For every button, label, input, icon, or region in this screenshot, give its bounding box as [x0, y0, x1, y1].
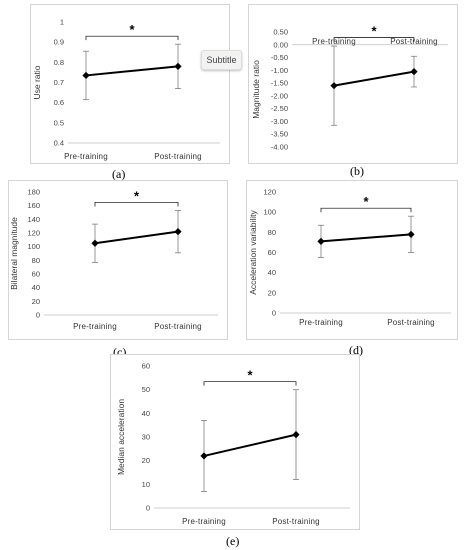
data-point [330, 82, 338, 90]
y-tick-label: 0 [36, 311, 40, 320]
data-point [82, 71, 90, 80]
y-tick-label: 1 [60, 18, 64, 27]
category-label: Pre-training [299, 318, 343, 327]
y-tick-label: 40 [142, 409, 150, 418]
data-point [317, 237, 325, 246]
y-tick-label: 60 [32, 270, 40, 279]
y-tick-label: 100 [263, 208, 276, 217]
y-tick-label: -1.00 [271, 66, 288, 75]
significance-bracket [94, 202, 179, 207]
data-point [410, 68, 418, 76]
category-label: Post-training [154, 152, 202, 161]
y-tick-label: -0.50 [271, 53, 288, 62]
y-tick-label: 60 [268, 248, 276, 257]
data-point [174, 228, 182, 236]
category-label: Pre-training [182, 517, 226, 526]
category-label: Post-training [387, 318, 435, 327]
y-tick-label: 0.50 [273, 28, 288, 37]
chart-e: 0 10 20 30 40 50 60 Median acceleration Pre-trai… [116, 362, 350, 526]
significance-star: * [247, 368, 253, 383]
chart-panel-b: -4.00 -3.50 -3.00 -2.50 -2.00 -1.50 -1.00 -0.50… [248, 4, 458, 164]
significance-star: * [129, 22, 135, 37]
y-axis-label: Use ratio [32, 65, 42, 99]
y-tick-label: 10 [142, 480, 150, 489]
y-tick-label: 20 [268, 288, 276, 297]
series-line [94, 230, 179, 245]
y-tick-label: -1.50 [271, 79, 288, 88]
y-tick-label: 20 [32, 297, 40, 306]
significance-bracket [203, 381, 297, 386]
y-tick-label: 0.5 [54, 118, 64, 127]
y-tick-label: 0 [146, 504, 150, 513]
significance-star: * [371, 24, 377, 39]
chart-c: 0 20 40 60 80 100 120 140 160 180 Bilateral magnit… [9, 188, 218, 331]
y-tick-label: 140 [27, 215, 40, 224]
significance-star: * [134, 188, 140, 203]
y-tick-label: -3.00 [271, 117, 288, 126]
y-tick-label: 80 [32, 256, 40, 265]
y-axis-label: Bilateral magnitude [9, 217, 19, 290]
category-label: Pre-training [64, 152, 108, 161]
y-tick-label: 100 [27, 242, 40, 251]
series-line [203, 433, 297, 457]
y-tick-label: 40 [32, 283, 40, 292]
y-tick-label: -4.00 [271, 143, 288, 152]
caption-d: (d) [349, 343, 363, 357]
significance-star: * [363, 194, 369, 209]
significance-bracket [320, 207, 412, 213]
y-tick-label: 0.8 [54, 58, 64, 67]
y-tick-label: 0.7 [54, 78, 64, 87]
chart-panel-a: 0.4 0.5 0.6 0.7 0.8 0.9 1 Use ratio Pre-training… [30, 4, 230, 164]
y-tick-label: 30 [142, 433, 150, 442]
significance-bracket [85, 35, 179, 41]
chart-frame-a [30, 4, 230, 164]
y-tick-label: 0 [272, 309, 276, 318]
chart-d: 0 20 40 60 80 100 120 Acceleration variability P… [248, 188, 451, 327]
y-tick-label: 0.4 [54, 139, 64, 148]
y-tick-label: 160 [27, 201, 40, 210]
series-line [85, 65, 179, 77]
chart-panel-d: 0 20 40 60 80 100 120 Acceleration variability P… [246, 180, 458, 340]
chart-panel-c: 0 20 40 60 80 100 120 140 160 180 Bilateral magnit… [8, 180, 228, 340]
data-point [91, 239, 99, 247]
caption-a: (a) [112, 167, 126, 181]
category-label: Pre-training [73, 322, 117, 331]
chart-b: -4.00 -3.50 -3.00 -2.50 -2.00 -1.50 -1.00 -0.50… [251, 24, 448, 152]
y-tick-label: 80 [268, 228, 276, 237]
y-axis-label: Magnitude ratio [251, 60, 261, 119]
y-tick-label: -3.50 [271, 130, 288, 139]
data-point [174, 62, 182, 70]
y-axis-label: Median acceleration [116, 399, 126, 475]
data-point [407, 230, 415, 238]
subtitle-button[interactable]: Subtitle [201, 50, 242, 70]
significance-bracket [333, 37, 415, 42]
caption-e: (e) [226, 534, 240, 548]
data-point [200, 452, 208, 460]
category-label: Post-training [272, 517, 320, 526]
series-line [320, 233, 412, 243]
caption-b: (b) [350, 164, 364, 178]
y-tick-label: -2.50 [271, 104, 288, 113]
chart-frame-e [110, 354, 360, 530]
y-tick-label: 40 [268, 268, 276, 277]
chart-a: 0.4 0.5 0.6 0.7 0.8 0.9 1 Use ratio Pre-training… [32, 18, 220, 161]
category-label: Post-training [154, 322, 202, 331]
y-tick-label: 60 [142, 362, 150, 371]
y-tick-label: 0.9 [54, 38, 64, 47]
y-tick-label: 120 [27, 229, 40, 238]
y-tick-label: 50 [142, 385, 150, 394]
series-line [333, 70, 415, 87]
y-tick-label: 0.6 [54, 98, 64, 107]
y-tick-label: 20 [142, 456, 150, 465]
y-axis-label: Acceleration variability [248, 209, 258, 294]
chart-frame-b [248, 4, 458, 164]
y-tick-label: 0.00 [273, 40, 288, 49]
chart-panel-e: 0 10 20 30 40 50 60 Median acceleration Pre-trai… [110, 354, 360, 530]
y-tick-label: 180 [27, 188, 40, 197]
data-point [292, 431, 300, 439]
y-tick-label: -2.00 [271, 91, 288, 100]
chart-frame-c [8, 180, 228, 340]
y-tick-label: 120 [263, 188, 276, 197]
